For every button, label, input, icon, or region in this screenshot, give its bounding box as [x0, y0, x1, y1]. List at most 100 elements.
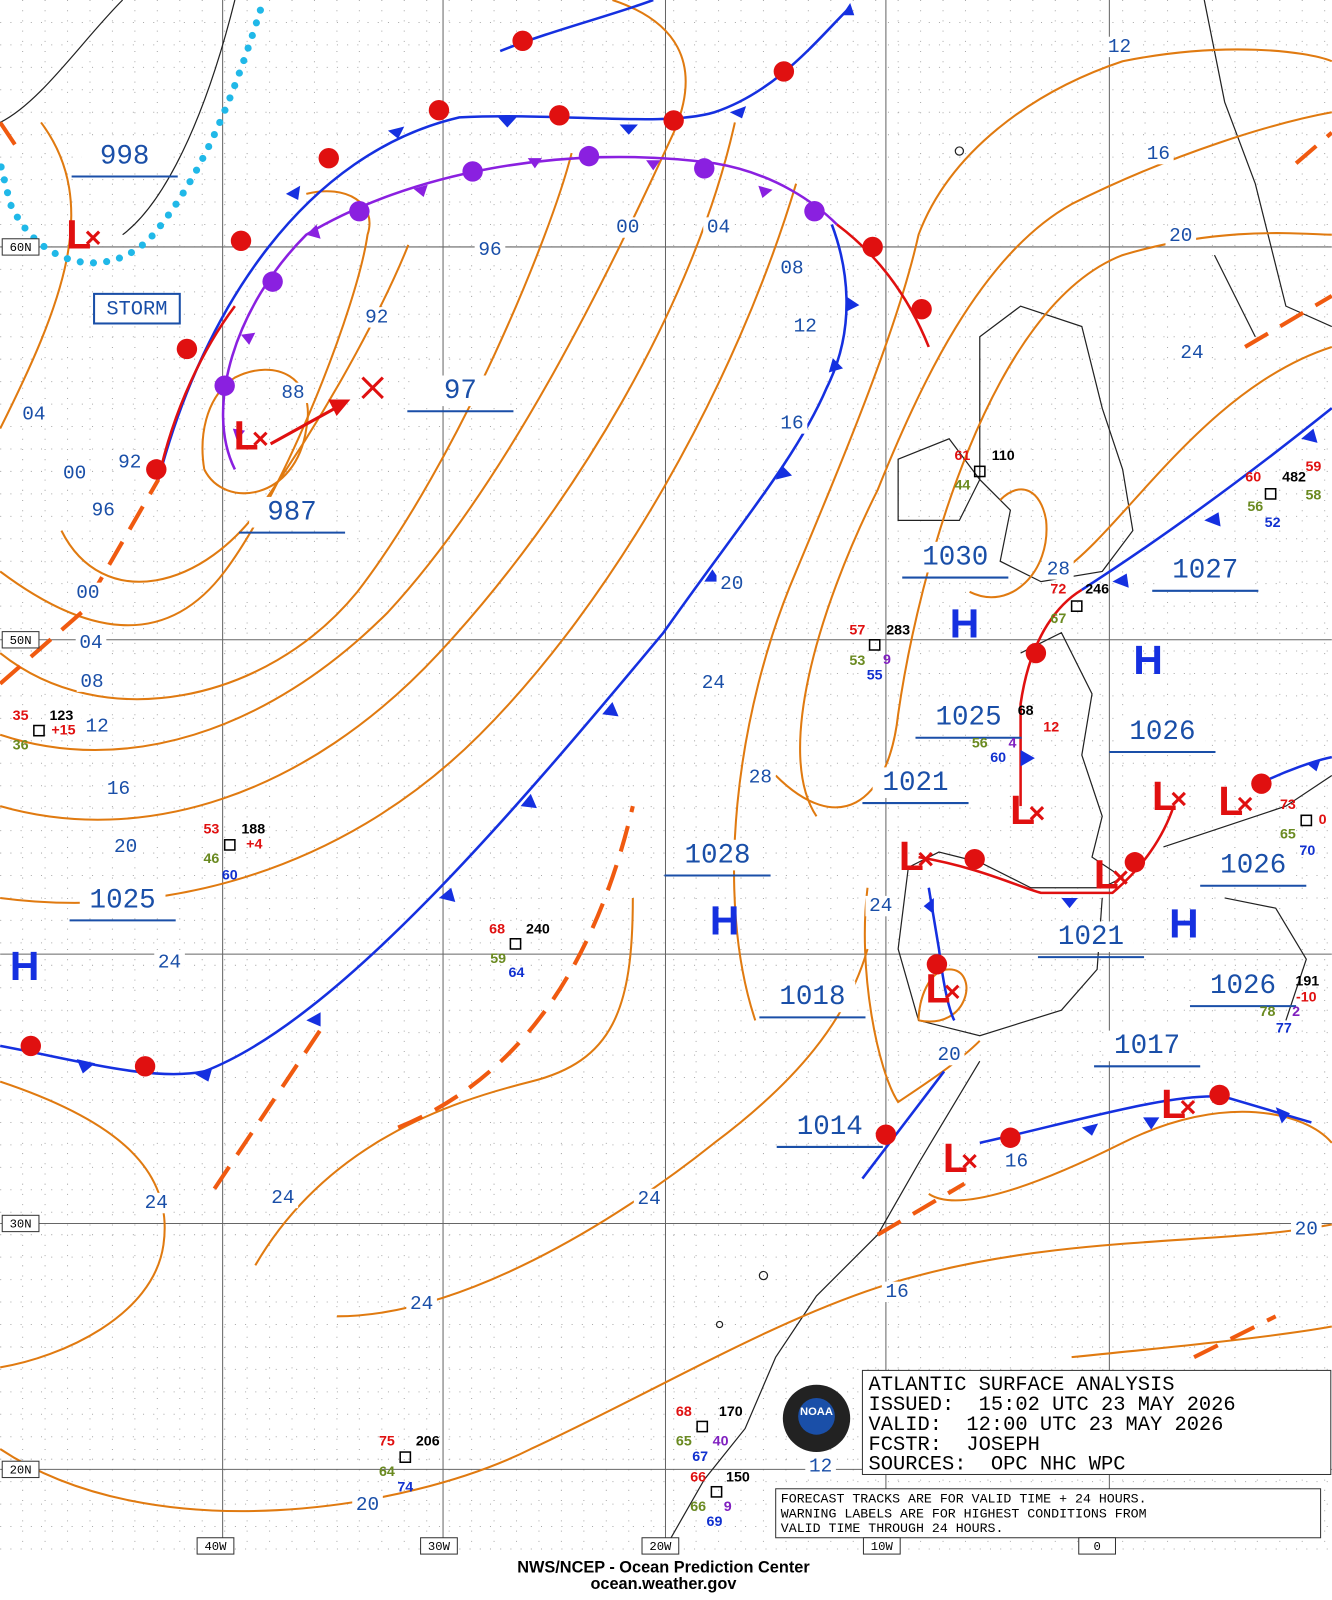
low-cross	[1113, 870, 1128, 885]
isobar-label: 20	[1295, 1219, 1318, 1241]
isobar-label-bg	[76, 671, 108, 692]
forecast-track	[269, 376, 384, 446]
station-value: 482	[1282, 469, 1306, 485]
station-value: 58	[1306, 488, 1322, 504]
pressure-bg	[249, 496, 335, 528]
station-value: 64	[379, 1464, 395, 1480]
isobar-label-bg	[352, 1494, 383, 1516]
isobar-label: 20	[356, 1494, 379, 1516]
station-value: 75	[379, 1434, 395, 1450]
grid-label: 40W	[204, 1540, 227, 1554]
isobar-label: 16	[780, 413, 803, 435]
isobar-label: 96	[478, 239, 501, 261]
low-cross	[962, 1154, 977, 1169]
station-value: +15	[51, 722, 75, 738]
notice-line: WARNING LABELS ARE FOR HIGHEST CONDITION…	[781, 1506, 1147, 1521]
station-value: 170	[719, 1404, 743, 1420]
station-value: 206	[416, 1434, 440, 1450]
low-center: L	[234, 413, 259, 459]
isobar-label: 92	[365, 306, 388, 328]
station-value: 36	[13, 738, 29, 754]
station-value: 246	[1085, 582, 1109, 598]
isobar-label-bg	[1176, 342, 1208, 364]
pressure-bg	[1162, 555, 1249, 586]
notice-box	[775, 1488, 1322, 1539]
grid-label-box	[641, 1537, 680, 1555]
station-value: 60	[990, 750, 1006, 766]
footer-line: ocean.weather.gov	[590, 1575, 736, 1593]
station-value: 9	[883, 652, 891, 668]
isobar-label-bg	[745, 767, 776, 788]
low-center: L	[1152, 773, 1177, 819]
isobar-label: 16	[107, 778, 130, 800]
low-center: L	[925, 966, 950, 1012]
title-box-line: ATLANTIC SURFACE ANALYSIS	[869, 1374, 1175, 1397]
station-value: 65	[676, 1434, 692, 1450]
station-value: 56	[972, 736, 988, 752]
center-pressure: 1028	[684, 840, 750, 871]
notice-line: FORECAST TRACKS ARE FOR VALID TIME + 24 …	[781, 1491, 1147, 1506]
center-pressure: 998	[100, 141, 150, 172]
station-value: 68	[676, 1404, 692, 1420]
grid-label: 50N	[10, 634, 32, 648]
isobar-label-bg	[141, 1192, 172, 1214]
isobar-label-bg	[361, 307, 393, 328]
station-value: 2	[1292, 1004, 1300, 1020]
pressure-bg	[786, 1111, 873, 1142]
isobar-label-bg	[933, 1044, 965, 1066]
low-center: L	[1010, 787, 1035, 833]
high-center: H	[1169, 900, 1198, 946]
isobar-label: 12	[794, 316, 817, 338]
isobar-label: 00	[616, 217, 639, 239]
isobar-label-bg	[75, 632, 107, 654]
center-pressure: 1026	[1210, 971, 1276, 1002]
station-value: 283	[886, 622, 910, 638]
troughs	[0, 121, 1332, 1359]
station-value: 68	[1018, 703, 1034, 719]
isobar-label: 04	[79, 632, 102, 654]
isobar-label-bg	[267, 1187, 299, 1209]
station-value: 59	[1306, 459, 1322, 475]
center-pressure: 1021	[1058, 922, 1124, 953]
front-symbols	[20, 3, 1321, 1148]
center-pressure: 1027	[1172, 556, 1238, 587]
isobar-label-bg	[1143, 143, 1174, 165]
station-marker	[696, 1420, 709, 1433]
station-marker	[973, 465, 986, 478]
isobar-label-bg	[114, 452, 146, 473]
station-value: 110	[992, 448, 1015, 464]
isobar-label-bg	[81, 716, 113, 737]
isobar-label: 20	[114, 836, 137, 858]
station-marker	[1070, 600, 1083, 612]
station-value: 64	[509, 965, 525, 981]
station-value: 53	[203, 821, 219, 837]
isobar-label-bg	[474, 239, 506, 261]
low-center: L	[1094, 851, 1119, 897]
station-value: 35	[13, 708, 29, 724]
pressure-bg	[912, 541, 999, 573]
pressure-bg	[79, 884, 166, 916]
isobar-label-bg	[698, 672, 729, 693]
title-box-line: ISSUED: 15:02 UTC 23 MAY 2026	[869, 1394, 1236, 1417]
warning-label: STORM	[106, 299, 167, 322]
isobar-label: 08	[80, 671, 103, 693]
isobar-label: 12	[1108, 36, 1131, 58]
center-pressure: 1026	[1220, 851, 1286, 882]
station-value: 55	[867, 667, 883, 683]
station-value: 78	[1260, 1004, 1276, 1020]
grid-label: 10W	[871, 1540, 894, 1554]
grid-label: 30W	[428, 1540, 451, 1554]
station-value: 60	[1245, 469, 1261, 485]
center-pressure: 1026	[1129, 717, 1195, 748]
station-value: 9	[724, 1499, 732, 1515]
low-center: L	[1218, 778, 1243, 824]
isobar-label: 24	[869, 895, 892, 917]
station-value: 69	[707, 1514, 723, 1530]
grid-label: 60N	[10, 241, 32, 255]
graticule	[0, 0, 1332, 1552]
isobar-label: 20	[1169, 225, 1192, 247]
station-value: 53	[849, 653, 865, 669]
station-value: 77	[1276, 1020, 1292, 1036]
station-value: 59	[490, 951, 506, 967]
isobar-label: 16	[885, 1281, 908, 1303]
